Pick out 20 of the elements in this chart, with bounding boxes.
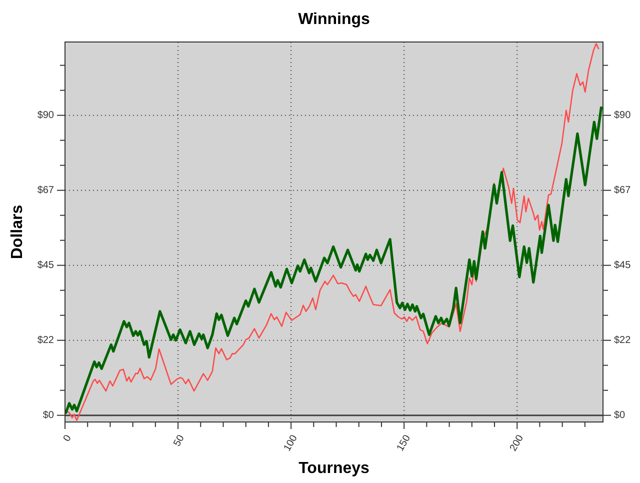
y-tick-label: $0 <box>42 410 54 421</box>
y-tick-label: $45 <box>37 260 54 271</box>
x-tick-label: 100 <box>282 432 300 454</box>
y2-tick-label: $90 <box>614 110 632 121</box>
y-axis-title: Dollars <box>9 204 26 260</box>
y-tick-label: $67 <box>37 184 54 196</box>
x-axis-title: Tourneys <box>298 460 370 477</box>
x-tick-label: 150 <box>395 432 414 454</box>
x-tick-label: 50 <box>172 432 188 448</box>
y2-tick-label: $45 <box>614 260 632 271</box>
line-series <box>65 43 600 421</box>
y2-tick-label: $67 <box>614 184 632 196</box>
x-tick-label: 200 <box>508 432 526 454</box>
y-tick-label: $22 <box>37 334 54 346</box>
chart-title: Winnings <box>298 11 370 28</box>
y2-tick-label: $22 <box>614 334 632 346</box>
line-series <box>65 106 602 414</box>
y-tick-label: $90 <box>37 110 54 121</box>
y2-tick-label: $0 <box>614 410 626 421</box>
x-tick-label: 0 <box>62 432 74 444</box>
